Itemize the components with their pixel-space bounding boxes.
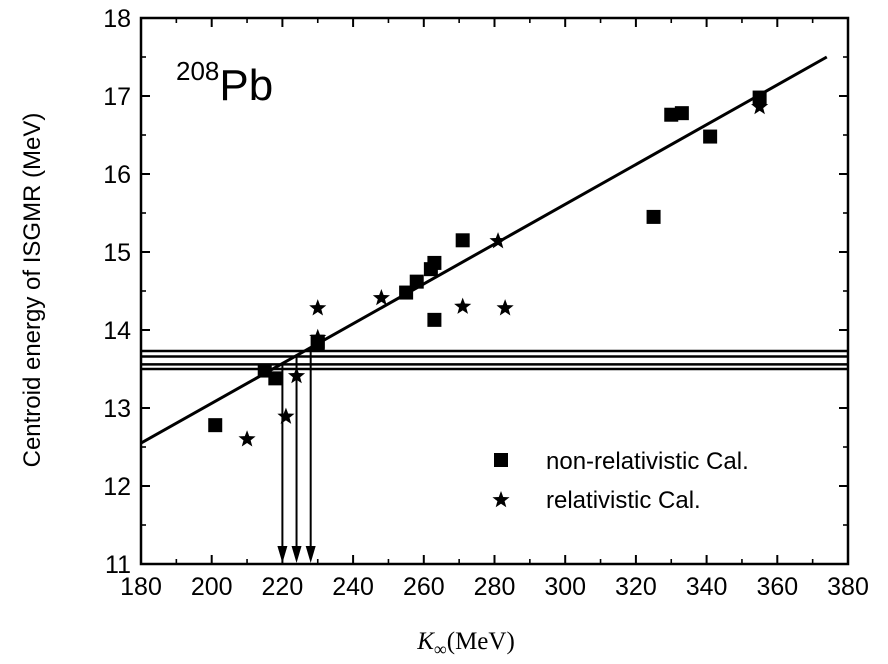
- y-tick-label: 14: [103, 317, 131, 345]
- star-point: [489, 232, 507, 249]
- square-point: [664, 107, 679, 122]
- fit-line: [141, 55, 828, 445]
- square-point: [257, 363, 272, 378]
- legend-star-marker: [492, 491, 510, 508]
- y-tick-label: 13: [103, 395, 131, 423]
- x-tick-label: 240: [332, 573, 374, 601]
- square-point: [455, 233, 470, 248]
- x-tick-label: 220: [262, 573, 304, 601]
- arrow-head: [277, 546, 288, 563]
- star-point: [309, 328, 327, 346]
- star-point: [454, 297, 472, 314]
- x-tick-label: 360: [756, 573, 798, 601]
- mass-number: 208: [176, 56, 219, 86]
- x-tick-label: 280: [474, 573, 516, 601]
- star-point: [372, 289, 390, 306]
- legend-label-relativistic: relativistic Cal.: [546, 487, 701, 514]
- x-axis-label: K∞(MeV): [416, 628, 515, 659]
- square-point: [703, 129, 718, 144]
- arrow-head: [305, 546, 316, 563]
- nucleus-annotation: 208Pb: [176, 56, 273, 110]
- y-tick-label: 11: [105, 551, 131, 579]
- square-point: [208, 418, 223, 433]
- arrow-head: [291, 546, 302, 563]
- x-tick-label: 320: [615, 573, 657, 601]
- legend: non-relativistic Cal. relativistic Cal.: [492, 448, 749, 514]
- x-tick-label: 200: [191, 573, 233, 601]
- star-point: [751, 97, 769, 115]
- square-point: [646, 209, 661, 224]
- x-axis-unit: (MeV): [447, 628, 515, 655]
- star-point: [496, 299, 514, 316]
- y-tick-label: 16: [103, 161, 131, 189]
- square-point: [752, 90, 767, 105]
- x-axis-subscript: ∞: [434, 639, 447, 659]
- square-point: [409, 274, 424, 289]
- square-point: [427, 312, 442, 327]
- x-tick-label: 300: [544, 573, 586, 601]
- star-point: [309, 299, 327, 316]
- y-tick-label: 17: [103, 83, 131, 111]
- y-tick-label: 12: [103, 473, 131, 501]
- square-point: [268, 371, 283, 386]
- x-tick-label: 340: [686, 573, 728, 601]
- star-point: [238, 430, 256, 447]
- x-axis-symbol: K: [416, 628, 435, 655]
- square-point: [399, 285, 414, 300]
- star-point: [287, 367, 306, 384]
- y-tick-label: 15: [103, 239, 131, 267]
- y-tick-label: 18: [103, 5, 131, 33]
- legend-label-non-relativistic: non-relativistic Cal.: [546, 448, 749, 475]
- x-tick-label: 260: [403, 573, 445, 601]
- square-point: [674, 106, 689, 121]
- x-tick-label: 380: [827, 573, 869, 601]
- legend-square-marker: [494, 453, 508, 467]
- y-axis-label: Centroid energy of ISGMR (MeV): [19, 113, 46, 468]
- x-tick-label: 180: [120, 573, 162, 601]
- element-symbol: Pb: [219, 61, 273, 110]
- square-point: [427, 255, 442, 270]
- star-point: [277, 407, 295, 424]
